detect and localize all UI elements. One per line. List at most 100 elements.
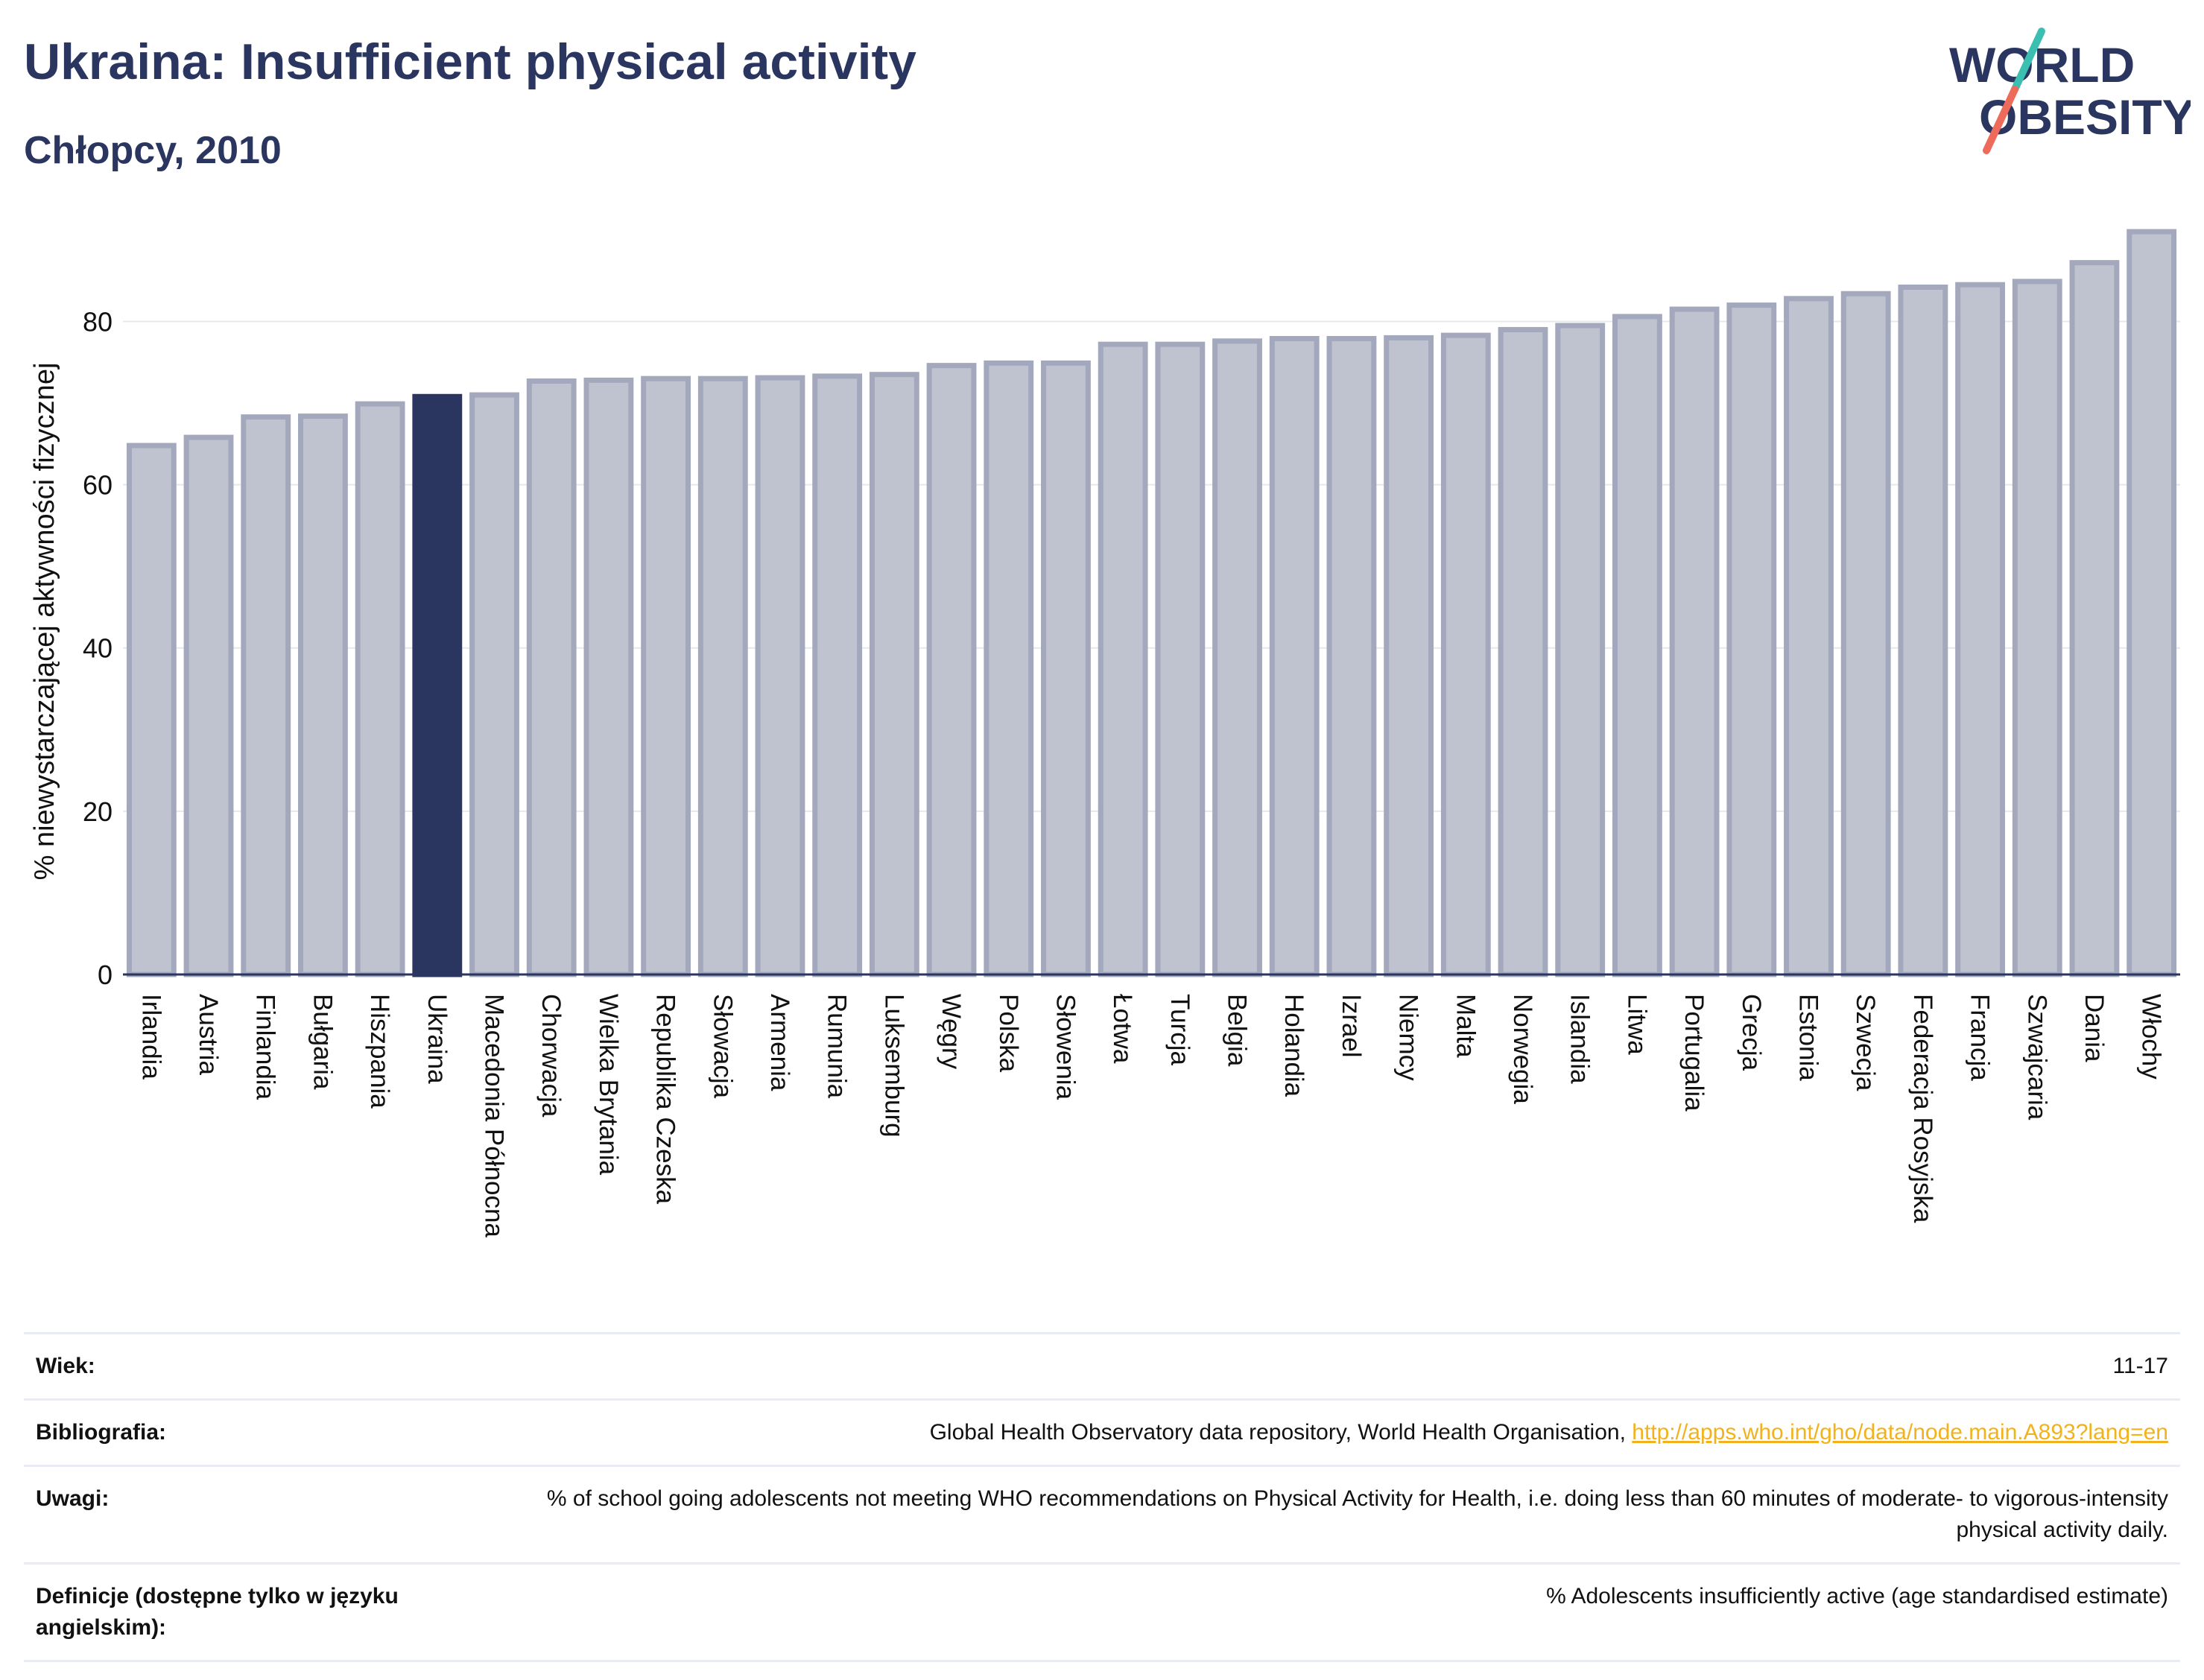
x-tick-label: Islandia: [1565, 994, 1595, 1084]
x-tick-label: Turcja: [1165, 994, 1194, 1065]
x-tick-label: Estonia: [1793, 994, 1823, 1081]
age-value: 11-17: [2112, 1354, 2168, 1378]
notes-label: Uwagi:: [36, 1486, 110, 1511]
bar-holandia: [1269, 335, 1320, 977]
x-tick-label: Francja: [1966, 994, 1995, 1081]
bar-włochy: [2127, 229, 2177, 977]
bar-belgia: [1212, 338, 1262, 977]
bar-bułgaria: [298, 413, 348, 977]
x-tick-label: Rumunia: [823, 994, 852, 1099]
x-axis-ticks: Irlandia Austria Finlandia Bułgaria Hiszpani…: [136, 994, 2165, 1237]
bar-słowenia: [1041, 360, 1091, 977]
bibliography-label: Bibliografia:: [36, 1420, 167, 1445]
age-label: Wiek:: [36, 1354, 95, 1378]
logo-slash-coral: [1983, 86, 2018, 154]
bar-łotwa: [1098, 341, 1148, 977]
bar-hiszpania: [355, 401, 405, 977]
bar-ukraina: [412, 393, 463, 977]
x-tick-label: Chorwacja: [536, 994, 566, 1118]
meta-row-notes: Uwagi: % of school going adolescents not…: [24, 1465, 2180, 1562]
logo-line1: WORLD: [1949, 37, 2135, 92]
x-tick-label: Macedonia Północna: [480, 994, 509, 1237]
x-tick-label: Ukraina: [422, 994, 452, 1084]
bars: [126, 229, 2177, 977]
x-tick-label: Litwa: [1622, 994, 1651, 1055]
bar-republika-czeska: [641, 375, 691, 977]
world-obesity-logo: WORLD OBESITY: [1949, 28, 2191, 154]
x-tick-label: Łotwa: [1108, 994, 1137, 1064]
bar-słowacja: [697, 375, 748, 977]
x-tick-label: Słowenia: [1051, 994, 1080, 1100]
x-tick-label: Szwecja: [1851, 994, 1880, 1091]
bar-islandia: [1555, 323, 1606, 977]
metadata-table: Wiek: 11-17 Bibliografia: Global Health …: [24, 1332, 2180, 1662]
bar-dania: [2069, 260, 2120, 977]
bar-litwa: [1612, 314, 1662, 977]
bibliography-value: Global Health Observatory data repositor…: [930, 1417, 2168, 1448]
bar-grecja: [1726, 302, 1777, 977]
bar-rumunia: [812, 373, 863, 977]
x-tick-label: Słowacja: [708, 994, 737, 1099]
x-tick-label: Holandia: [1279, 994, 1308, 1097]
definitions-label: Definicje (dostępne tylko w języku angie…: [36, 1584, 399, 1640]
bar-federacja-rosyjska: [1898, 284, 1948, 977]
x-tick-label: Niemcy: [1394, 994, 1423, 1081]
y-tick-label: 0: [98, 960, 113, 990]
y-tick-label: 80: [83, 306, 113, 337]
x-tick-label: Polska: [994, 994, 1023, 1073]
x-tick-label: Federacja Rosyjska: [1908, 994, 1937, 1223]
x-tick-label: Luksemburg: [879, 994, 908, 1138]
meta-row-age: Wiek: 11-17: [24, 1332, 2180, 1398]
bar-turcja: [1155, 341, 1206, 977]
bar-chart: 0 20 40 60 80 Irlandia Austria Finlandia Bułgar…: [29, 229, 2180, 1237]
bar-szwecja: [1840, 291, 1891, 977]
bar-macedonia-północna: [469, 392, 519, 977]
grid-lines: [123, 320, 2180, 812]
bibliography-text: Global Health Observatory data repositor…: [929, 1420, 1626, 1445]
bar-portugalia: [1669, 306, 1720, 977]
x-tick-label: Belgia: [1223, 994, 1252, 1067]
x-tick-label: Finlandia: [251, 994, 280, 1100]
bar-irlandia: [126, 443, 177, 977]
x-tick-label: Dania: [2080, 994, 2109, 1062]
bar-niemcy: [1384, 335, 1434, 977]
x-tick-label: Bułgaria: [308, 994, 337, 1090]
x-tick-label: Szwajcaria: [2022, 994, 2051, 1120]
meta-row-bibliography: Bibliografia: Global Health Observatory …: [24, 1398, 2180, 1465]
bar-polska: [984, 360, 1034, 977]
x-tick-label: Armenia: [765, 994, 794, 1091]
bar-estonia: [1784, 296, 1834, 977]
bibliography-link[interactable]: http://apps.who.int/gho/data/node.main.A…: [1632, 1420, 2168, 1445]
y-tick-label: 40: [83, 633, 113, 664]
bar-armenia: [755, 375, 805, 977]
definitions-value: % Adolescents insufficiently active (age…: [1546, 1584, 2168, 1608]
bar-norwegia: [1498, 326, 1548, 977]
x-tick-label: Węgry: [937, 994, 966, 1070]
x-tick-label: Grecja: [1737, 994, 1766, 1071]
bar-wielka-brytania: [583, 377, 634, 977]
meta-row-definitions: Definicje (dostępne tylko w języku angie…: [24, 1562, 2180, 1662]
chart-title: Ukraina: Insufficient physical activity: [24, 34, 916, 90]
bar-chorwacja: [526, 378, 577, 977]
bar-szwajcaria: [2012, 279, 2062, 977]
notes-value: % of school going adolescents not meetin…: [546, 1486, 2168, 1542]
bar-węgry: [926, 363, 977, 977]
x-tick-label: Irlandia: [136, 994, 165, 1080]
x-tick-label: Portugalia: [1679, 994, 1709, 1112]
chart-subtitle: Chłopcy, 2010: [24, 129, 282, 172]
y-tick-label: 20: [83, 796, 113, 827]
x-tick-label: Wielka Brytania: [594, 994, 623, 1176]
bar-malta: [1440, 332, 1491, 977]
bar-finlandia: [241, 414, 291, 977]
bar-izrael: [1326, 335, 1377, 977]
x-tick-label: Malta: [1451, 994, 1480, 1058]
bar-luksemburg: [869, 372, 919, 977]
y-axis-label: % niewystarczającej aktywności fizycznej: [29, 363, 60, 881]
x-tick-label: Hiszpania: [365, 994, 394, 1109]
bar-francja: [1955, 282, 2005, 977]
x-tick-label: Austria: [194, 994, 223, 1075]
x-tick-label: Republika Czeska: [651, 994, 680, 1205]
x-tick-label: Izrael: [1337, 994, 1366, 1058]
bar-austria: [183, 434, 234, 977]
logo-slash-teal: [2011, 28, 2045, 93]
